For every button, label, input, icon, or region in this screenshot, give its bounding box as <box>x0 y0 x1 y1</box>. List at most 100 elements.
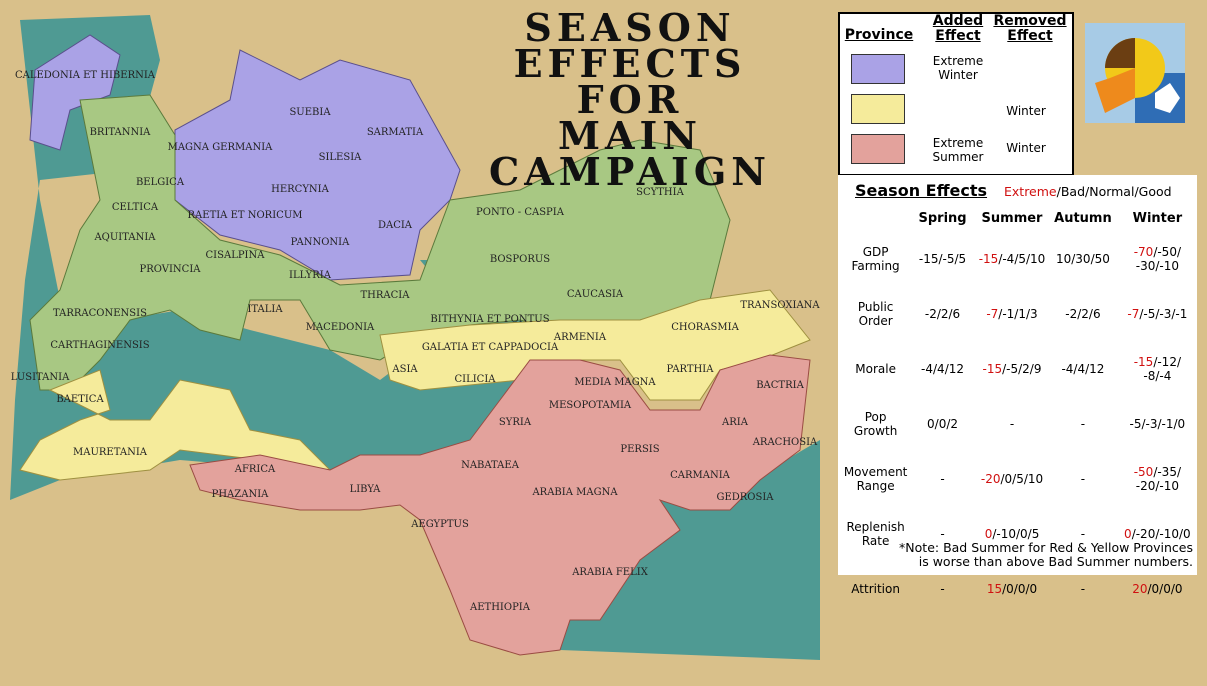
values: - <box>1009 416 1015 431</box>
values: - <box>1080 471 1086 486</box>
key-rest: /Bad/Normal/Good <box>1056 184 1172 199</box>
province-label: CARMANIA <box>670 470 731 481</box>
province-label: NABATAEA <box>461 460 520 471</box>
legend-header-removed: Removed Effect <box>993 13 1067 44</box>
effect-cell: -70/-50/ -30/-10 <box>1118 231 1197 286</box>
values: /-50/ -30/-10 <box>1135 244 1181 273</box>
legend: Province Added Effect Removed Effect Ext… <box>838 12 1074 176</box>
values: /0/0/0 <box>1002 581 1038 596</box>
row-label: Public Order <box>857 299 894 328</box>
province-label: SILESIA <box>319 152 363 163</box>
province-label: CAUCASIA <box>567 289 624 300</box>
province-label: AFRICA <box>234 464 276 475</box>
table-row: GDP Farming -15/-5/5 -15/-4/5/10 10/30/50 -7… <box>842 231 1197 286</box>
extreme-value: 0 <box>1124 526 1132 541</box>
extreme-value: 15 <box>986 581 1003 596</box>
column-header: Autumn <box>1054 210 1112 226</box>
values: -5/-3/-1/0 <box>1129 416 1186 431</box>
province-label: MAURETANIA <box>73 447 148 458</box>
province-label: ARABIA MAGNA <box>531 487 618 498</box>
province-label: SYRIA <box>499 417 532 428</box>
table-row: Movement Range - -20/0/5/10 - -50/-35/ -20/-… <box>842 451 1197 506</box>
extreme-value: -50 <box>1133 464 1154 479</box>
effect-cell: -15/-5/5 <box>909 231 976 286</box>
province-label: RAETIA ET NORICUM <box>188 210 303 221</box>
effect-cell: 10/30/50 <box>1048 231 1118 286</box>
column-header: Summer <box>981 210 1043 226</box>
effect-cell: -15/-5/2/9 <box>976 341 1048 396</box>
province-label: ILLYRIA <box>289 270 332 281</box>
row-label: Pop Growth <box>853 409 898 438</box>
effect-cell: - <box>1048 561 1118 616</box>
note-line-2: is worse than above Bad Summer numbers. <box>918 554 1193 569</box>
column-header: Winter <box>1132 210 1183 226</box>
values: -15/-5/5 <box>918 251 967 266</box>
extreme-value: -15 <box>1133 354 1154 369</box>
province-label: LUSITANIA <box>11 372 70 383</box>
values: - <box>940 581 945 596</box>
extreme-value: -70 <box>1133 244 1154 259</box>
region-extreme-summer <box>189 354 811 656</box>
legend-swatch-extreme-summer <box>851 134 905 164</box>
province-label: AEGYPTUS <box>410 519 469 530</box>
province-label: ARMENIA <box>553 332 607 343</box>
values: 10/30/50 <box>1055 251 1110 266</box>
province-label: CHORASMIA <box>671 322 739 333</box>
effect-cell: 0/-10/0/5 <box>976 506 1048 561</box>
province-label: MEDIA MAGNA <box>574 377 656 388</box>
values: - <box>940 471 945 486</box>
effect-cell: 0/-20/-10/0 <box>1118 506 1197 561</box>
province-label: PROVINCIA <box>139 264 201 275</box>
legend-removed-2: Winter <box>1006 104 1046 118</box>
effect-cell: - <box>1048 396 1118 451</box>
season-effects-panel: Season Effects Extreme/Bad/Normal/Good S… <box>838 175 1197 596</box>
effect-cell: - <box>909 506 976 561</box>
province-label: SCYTHIA <box>636 187 684 198</box>
table-row: Pop Growth 0/0/2 - - -5/-3/-1/0 <box>842 396 1197 451</box>
row-label: Replenish Rate <box>846 519 905 548</box>
province-label: CARTHAGINENSIS <box>50 340 149 351</box>
table-row: Attrition - 15/0/0/0 - 20/0/0/0 <box>842 561 1197 616</box>
values: /-10/0/5 <box>992 526 1040 541</box>
effect-cell: - <box>1048 451 1118 506</box>
province-label: ARABIA FELIX <box>571 567 649 578</box>
legend-added-3: Extreme Summer <box>932 136 984 164</box>
legend-added-1: Extreme Winter <box>932 54 984 82</box>
province-labels: CALEDONIA ET HIBERNIA SUEBIA SARMATIA SILES… <box>11 70 821 613</box>
legend-swatch-winter <box>851 94 905 124</box>
province-label: BITHYNIA ET PONTUS <box>430 314 549 325</box>
province-label: GEDROSIA <box>716 492 774 503</box>
values: /-12/ -8/-4 <box>1143 354 1181 383</box>
province-label: ARACHOSIA <box>752 437 818 448</box>
province-label: MACEDONIA <box>306 322 375 333</box>
effect-cell: 0/0/2 <box>909 396 976 451</box>
extreme-value: 20 <box>1132 581 1148 596</box>
table-row: Replenish Rate -0/-10/0/5-0/-20/-10/0 <box>842 506 1197 561</box>
province-label: TARRACONENSIS <box>53 308 147 319</box>
province-label: THRACIA <box>361 290 411 301</box>
extreme-value: -15 <box>978 251 999 266</box>
title-line-3: MAIN CAMPAIGN <box>488 113 772 194</box>
title-line-1: SEASON EFFECTS <box>513 5 747 86</box>
title-line-2: FOR <box>576 77 684 122</box>
effect-cell: -15/-12/ -8/-4 <box>1118 341 1197 396</box>
note-line-1: *Note: Bad Summer for Red & Yellow Provi… <box>899 540 1193 555</box>
extreme-value: -7 <box>986 306 999 321</box>
effect-cell: -2/2/6 <box>909 286 976 341</box>
values: - <box>1080 581 1086 596</box>
province-label: LIBYA <box>350 484 382 495</box>
province-label: HERCYNIA <box>271 184 330 195</box>
province-label: BOSPORUS <box>490 254 550 265</box>
legend-header-added: Added Effect <box>932 13 984 44</box>
extreme-value: -15 <box>982 361 1003 376</box>
province-label: DACIA <box>378 220 413 231</box>
province-label: BACTRIA <box>756 380 804 391</box>
note: *Note: Bad Summer for Red & Yellow Provi… <box>899 541 1193 569</box>
table-row: Public Order -2/2/6 -7/-1/1/3 -2/2/6 -7/-5/-… <box>842 286 1197 341</box>
effect-cell: -7/-1/1/3 <box>976 286 1048 341</box>
province-label: CALEDONIA ET HIBERNIA <box>15 70 156 81</box>
province-label: BAETICA <box>56 394 104 405</box>
table-row: Morale -4/4/12 -15/-5/2/9 -4/4/12 -15/-12/ -… <box>842 341 1197 396</box>
province-label: PONTO - CASPIA <box>476 207 565 218</box>
values: /-4/5/10 <box>998 251 1046 266</box>
